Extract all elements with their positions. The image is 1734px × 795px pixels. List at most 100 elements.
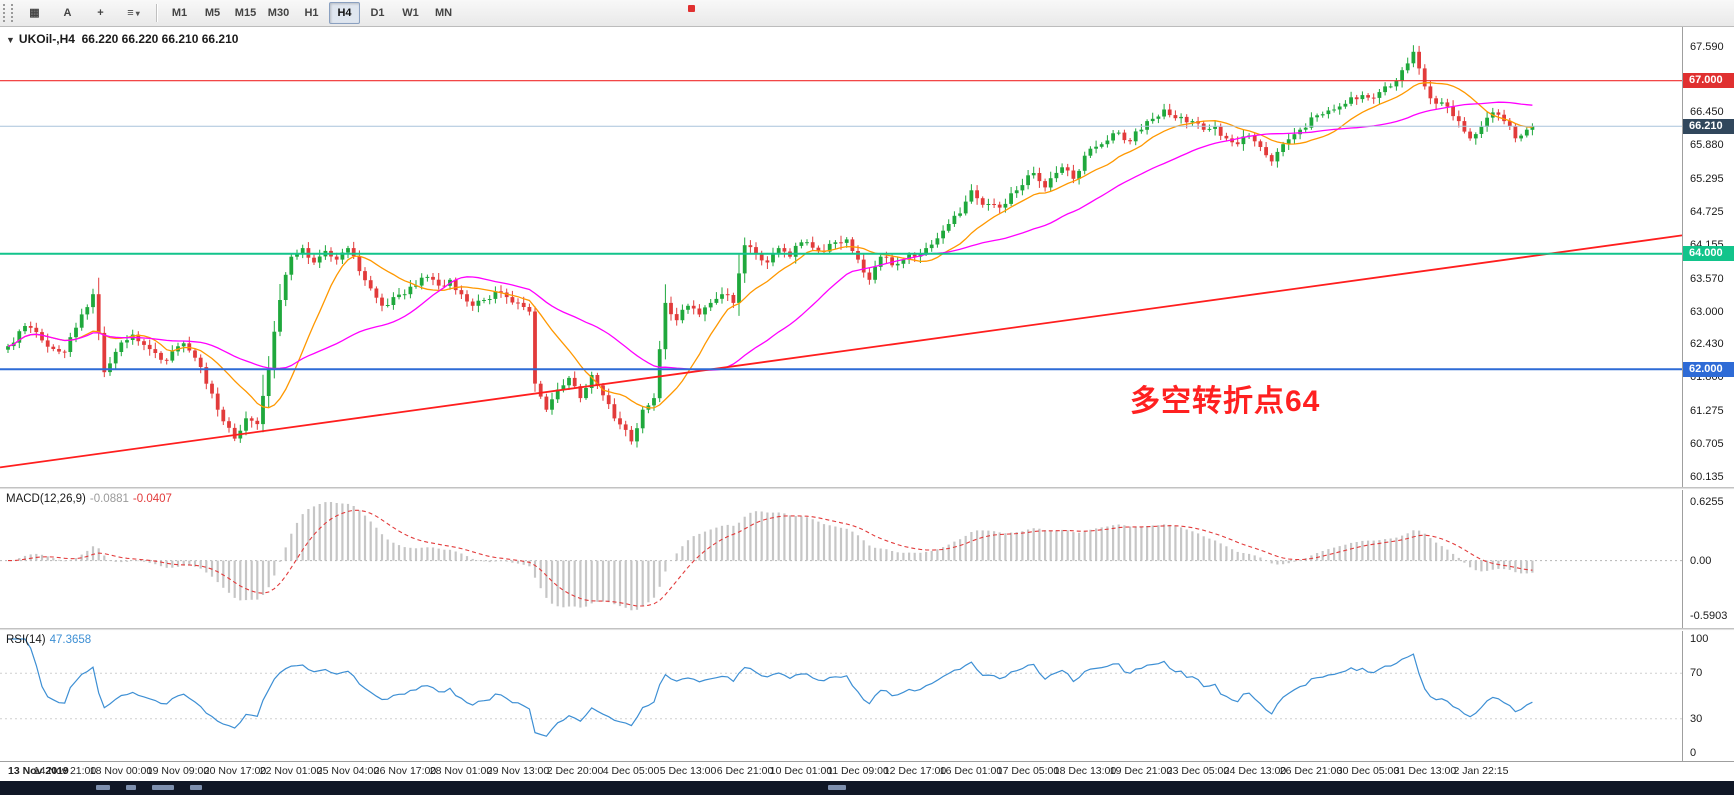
- timeframe-MN[interactable]: MN: [434, 7, 453, 19]
- time-label: 22 Nov 01:00: [259, 765, 323, 777]
- time-label: 20 Nov 17:00: [203, 765, 267, 777]
- price-label: 62.430: [1690, 338, 1724, 351]
- time-label: 5 Dec 13:00: [659, 765, 717, 777]
- red-indicator-icon: [688, 5, 695, 12]
- price-label: 64.725: [1690, 206, 1724, 218]
- time-label: 31 Dec 13:00: [1393, 765, 1457, 777]
- time-label: 2 Jan 22:15: [1453, 765, 1509, 777]
- tool-buttons: ▦ A + ≡ ▾: [18, 2, 150, 25]
- time-label: 6 Dec 21:00: [716, 765, 774, 777]
- rsi-scale-label: 70: [1690, 667, 1703, 680]
- time-label: 19 Nov 09:00: [146, 765, 210, 777]
- time-label: 4 Dec 05:00: [602, 765, 660, 777]
- time-label: 29 Nov 13:00: [486, 765, 550, 777]
- price-label: 66.450: [1690, 106, 1724, 119]
- time-label: 2 Dec 20:00: [546, 765, 604, 777]
- time-label: 12 Dec 17:00: [883, 765, 947, 777]
- scale-divider: [1682, 27, 1683, 781]
- price-label: 60.135: [1690, 470, 1724, 483]
- timeframe-M30[interactable]: M30: [267, 7, 290, 19]
- line-studies-dropdown[interactable]: ≡ ▾: [127, 7, 140, 20]
- price-label: 67.590: [1690, 40, 1724, 53]
- rsi-scale-label: 30: [1690, 712, 1703, 725]
- macd-chart[interactable]: [0, 490, 1682, 628]
- rsi-value: 47.3658: [49, 634, 92, 646]
- rsi-scale-label: 0: [1690, 747, 1697, 759]
- time-axis[interactable]: 13 Nov 2019 14 Nov 21:00 18 Nov 00:00 19 No…: [0, 761, 1734, 781]
- chart-grid-icon[interactable]: ▦: [29, 7, 40, 20]
- timeframe-H1[interactable]: H1: [304, 7, 319, 19]
- macd-signal-value: -0.0407: [132, 493, 172, 505]
- price-label: 65.880: [1690, 139, 1724, 152]
- chart-annotation: 多空转折点64: [1130, 385, 1321, 418]
- time-label: 25 Nov 04:00: [316, 765, 380, 777]
- price-label: 63.570: [1690, 272, 1724, 285]
- time-label: 30 Dec 05:00: [1336, 765, 1400, 777]
- text-tool-button[interactable]: A: [63, 7, 72, 20]
- time-label: 18 Nov 00:00: [89, 765, 153, 777]
- time-label: 24 Dec 13:00: [1223, 765, 1287, 777]
- ohlc-values: 66.220 66.220 66.210 66.210: [81, 32, 239, 46]
- panel-splitter[interactable]: [0, 628, 1734, 631]
- chart-menu-icon[interactable]: ▼: [6, 35, 15, 45]
- toolbar: ▦ A + ≡ ▾ M1 M5 M15 M30 H1 H4 D1 W1 MN: [0, 0, 1734, 27]
- price-scale[interactable]: 67.590 66.450 65.880 65.295 64.725 64.155 63.5…: [1683, 27, 1734, 487]
- chart-title: ▼ UKOil-,H4 66.220 66.220 66.210 66.210: [6, 32, 238, 46]
- rsi-scale-label: 100: [1690, 633, 1709, 645]
- time-label: 17 Dec 05:00: [996, 765, 1060, 777]
- macd-scale-label: 0.6255: [1690, 496, 1724, 508]
- taskbar-item[interactable]: [126, 785, 136, 790]
- macd-scale-label: -0.5903: [1690, 610, 1728, 622]
- macd-scale-label: 0.00: [1690, 554, 1712, 567]
- price-label: 63.000: [1690, 305, 1724, 318]
- timeframe-M15[interactable]: M15: [234, 7, 257, 19]
- symbol-period: UKOil-,H4: [18, 32, 75, 46]
- time-label: 14 Nov 21:00: [33, 765, 97, 777]
- taskbar-item[interactable]: [152, 785, 174, 790]
- timeframe-M1[interactable]: M1: [171, 7, 188, 19]
- time-label: 26 Dec 21:00: [1279, 765, 1343, 777]
- taskbar-item[interactable]: [96, 785, 110, 790]
- rsi-chart[interactable]: [0, 631, 1682, 761]
- panel-splitter[interactable]: [0, 487, 1734, 490]
- macd-scale[interactable]: 0.6255 0.00 -0.5903: [1683, 490, 1734, 628]
- time-label: 18 Dec 13:00: [1053, 765, 1117, 777]
- timeframe-M5[interactable]: M5: [204, 7, 221, 19]
- bottom-taskbar[interactable]: [0, 781, 1734, 795]
- time-label: 10 Dec 01:00: [769, 765, 833, 777]
- price-label: 60.705: [1690, 438, 1724, 450]
- taskbar-item[interactable]: [828, 785, 846, 790]
- time-label: 23 Dec 05:00: [1166, 765, 1230, 777]
- rsi-name: RSI(14): [6, 634, 46, 646]
- candlestick-chart[interactable]: [0, 27, 1682, 487]
- crosshair-tool-button[interactable]: +: [97, 7, 104, 20]
- toolbar-separator: [156, 4, 157, 22]
- time-label: 13 Nov 2019: [8, 765, 69, 777]
- macd-label: MACD(12,26,9) -0.0881 -0.0407: [6, 493, 176, 505]
- time-label: 26 Nov 17:00: [373, 765, 437, 777]
- time-label: 28 Nov 01:00: [429, 765, 493, 777]
- price-label: 61.275: [1690, 405, 1724, 418]
- price-label: 65.295: [1690, 173, 1724, 186]
- price-tag: 66.210: [1683, 118, 1734, 134]
- time-label: 19 Dec 21:00: [1109, 765, 1173, 777]
- macd-name: MACD(12,26,9): [6, 493, 86, 505]
- rsi-scale[interactable]: 100 70 30 0: [1683, 631, 1734, 761]
- rsi-panel[interactable]: RSI(14) 47.3658: [0, 631, 1682, 761]
- price-tag: 64.000: [1683, 246, 1734, 262]
- timeframe-D1[interactable]: D1: [370, 7, 385, 19]
- time-label: 16 Dec 01:00: [939, 765, 1003, 777]
- macd-panel[interactable]: MACD(12,26,9) -0.0881 -0.0407: [0, 490, 1682, 628]
- macd-main-value: -0.0881: [89, 493, 129, 505]
- timeframe-H4[interactable]: H4: [329, 2, 360, 24]
- time-label: 11 Dec 09:00: [827, 765, 889, 777]
- price-tag: 67.000: [1683, 73, 1734, 89]
- price-chart-panel[interactable]: ▼ UKOil-,H4 66.220 66.220 66.210 66.210 多…: [0, 27, 1682, 487]
- timeframe-W1[interactable]: W1: [402, 7, 419, 19]
- rsi-label: RSI(14) 47.3658: [6, 634, 95, 646]
- toolbar-grip[interactable]: [3, 4, 13, 22]
- price-tag: 62.000: [1683, 361, 1734, 377]
- taskbar-item[interactable]: [190, 785, 202, 790]
- chevron-down-icon: ▾: [135, 8, 140, 18]
